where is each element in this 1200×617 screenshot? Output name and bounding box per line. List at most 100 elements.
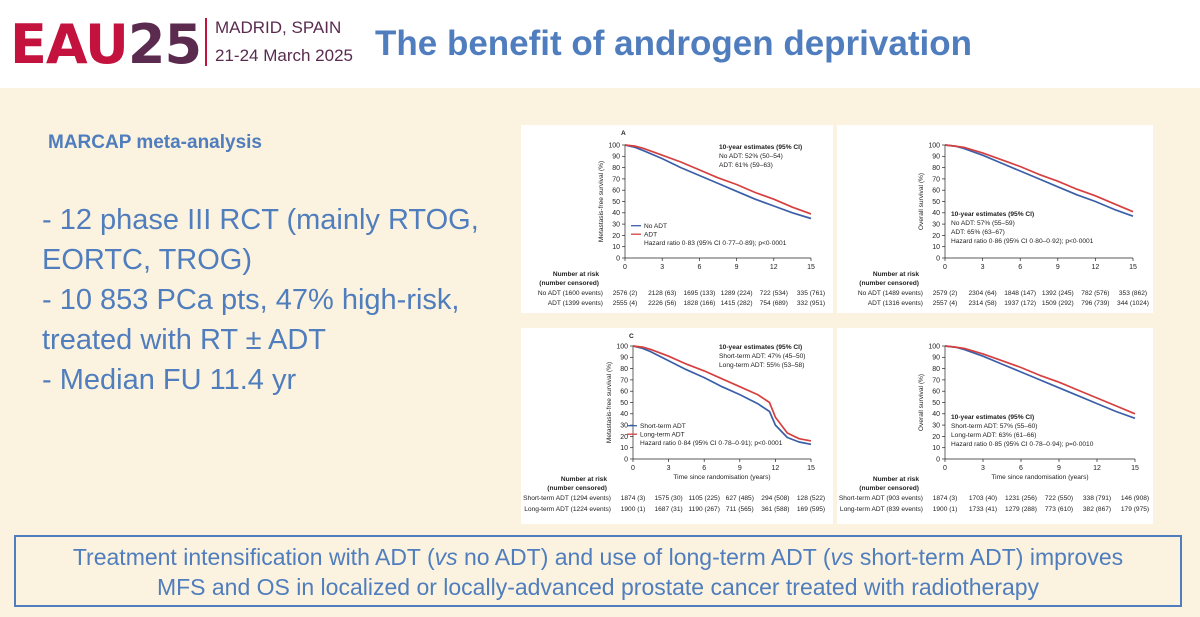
risk-value: 2576 (2) [613,290,638,297]
x-tick-label: 6 [1018,264,1022,271]
estimates-title: 10-year estimates (95% CI) [719,144,802,151]
risk-row-label: ADT (1399 events) [548,300,603,307]
risk-value: 722 (534) [760,290,788,297]
y-tick-label: 30 [620,423,628,430]
x-tick-label: 12 [1092,264,1100,271]
congress-dates: 21-24 March 2025 [215,46,353,65]
risk-value: 1828 (166) [683,300,715,307]
y-tick-label: 100 [616,343,628,350]
x-tick-label: 9 [1057,465,1061,472]
risk-value: 1937 (172) [1004,300,1036,307]
x-tick-label: 9 [1056,264,1060,271]
risk-value: 1190 (267) [688,506,719,513]
km-chart-svg: 0 10 20 30 40 50 60 70 80 90 100 0 3 6 9 12 15 Overall su… [839,343,1149,513]
risk-value: 782 (576) [1081,290,1109,297]
risk-table-header: Number at risk [873,476,920,483]
estimate-value: Long-term ADT: 63% (61–66) [951,432,1036,439]
estimate-value: ADT: 65% (63–67) [951,229,1005,236]
chart-panel-a-mfs: A 0 10 20 30 40 50 60 70 80 90 100 0 3 6 9 12 15 Metastasi… [521,125,833,313]
risk-table-header: Number at risk [873,271,920,278]
series-line-short-term-adt [944,345,1136,420]
estimate-value: Short-term ADT: 47% (45–50) [719,353,806,360]
panel-label: C [629,333,634,340]
legend-label: ADT [644,232,657,239]
x-axis-label: Time since randomisation (years) [673,474,770,481]
panel-label: A [621,130,626,137]
risk-row-label: Short-term ADT (1294 events) [523,495,611,502]
y-tick-label: 70 [932,377,940,384]
series-line-adt [944,144,1134,213]
risk-value: 1900 (1) [621,506,646,513]
y-tick-label: 90 [932,154,940,161]
risk-table-subheader: (number censored) [859,280,919,287]
risk-value: 1874 (3) [933,495,958,502]
x-tick-label: 3 [981,465,985,472]
congress-city: MADRID, SPAIN [215,18,342,37]
x-tick-label: 6 [702,465,706,472]
risk-value: 179 (975) [1121,506,1149,513]
risk-value: 332 (951) [797,300,825,307]
x-tick-label: 0 [943,264,947,271]
y-tick-label: 0 [616,255,620,262]
y-tick-label: 40 [932,411,940,418]
logo-main-text: EAU [10,13,129,76]
y-axis-label: Metastasis-free survival (%) [598,161,605,242]
risk-value: 382 (867) [1083,506,1111,513]
estimate-value: Long-term ADT: 55% (53–58) [719,362,804,369]
y-tick-label: 40 [932,210,940,217]
y-tick-label: 50 [932,400,940,407]
y-tick-label: 80 [932,366,940,373]
conclusion-line-1: Treatment intensification with ADT (vs n… [72,544,1124,570]
y-tick-label: 20 [612,233,620,240]
x-tick-label: 12 [770,264,778,271]
risk-row-label: ADT (1316 events) [868,300,923,307]
series-line-adt [624,144,812,215]
x-tick-label: 3 [667,465,671,472]
km-chart-svg: C 0 10 20 30 40 50 60 70 80 90 100 0 3 6 9 12 15 Metastasi… [523,333,825,513]
risk-value: 2557 (4) [933,300,958,307]
y-tick-label: 70 [932,176,940,183]
y-tick-label: 80 [932,165,940,172]
legend-label: Long-term ADT [640,432,685,439]
estimate-value: Short-term ADT: 57% (55–60) [951,423,1038,430]
risk-value: 711 (565) [726,506,754,513]
risk-value: 1392 (245) [1042,290,1074,297]
y-tick-label: 0 [936,456,940,463]
risk-value: 722 (550) [1045,495,1073,502]
x-tick-label: 9 [738,465,742,472]
x-tick-label: 12 [1093,465,1101,472]
risk-value: 1509 (292) [1042,300,1074,307]
bullet-list: - 12 phase III RCT (mainly RTOG, EORTC, … [42,200,482,400]
chart-panel-a-os: 0 10 20 30 40 50 60 70 80 90 100 0 3 6 9 12 15 Overall su… [837,125,1153,313]
risk-row-label: No ADT (1489 events) [858,290,923,297]
risk-table-subheader: (number censored) [859,485,919,492]
risk-value: 1695 (133) [683,290,715,297]
y-tick-label: 20 [932,434,940,441]
risk-value: 773 (610) [1045,506,1073,513]
y-tick-label: 0 [936,255,940,262]
risk-value: 294 (508) [761,495,789,502]
risk-row-label: Long-term ADT (839 events) [840,506,923,513]
hazard-ratio-text: Hazard ratio 0·86 (95% CI 0·80–0·92); p<… [951,238,1094,245]
hazard-ratio-text: Hazard ratio 0·84 (95% CI 0·78–0·91); p<… [640,440,783,447]
x-tick-label: 3 [660,264,664,271]
risk-value: 627 (485) [726,495,754,502]
logo-year-text: 25 [127,13,202,76]
risk-value: 1575 (30) [654,495,682,502]
y-tick-label: 20 [932,233,940,240]
y-tick-label: 20 [620,434,628,441]
risk-table-header: Number at risk [561,476,608,483]
x-tick-label: 9 [735,264,739,271]
logo-divider [205,18,207,66]
x-axis-label: Time since randomisation (years) [991,474,1088,481]
risk-value: 338 (791) [1083,495,1111,502]
estimates-title: 10-year estimates (95% CI) [951,211,1034,218]
bullet-item: - Median FU 11.4 yr [42,364,297,396]
series-line-short-term-adt [632,345,812,446]
section-title: MARCAP meta-analysis [48,132,263,153]
y-tick-label: 30 [612,222,620,229]
risk-value: 2579 (2) [933,290,958,297]
risk-value: 1848 (147) [1004,290,1036,297]
y-tick-label: 70 [612,176,620,183]
risk-table-subheader: (number censored) [547,485,607,492]
